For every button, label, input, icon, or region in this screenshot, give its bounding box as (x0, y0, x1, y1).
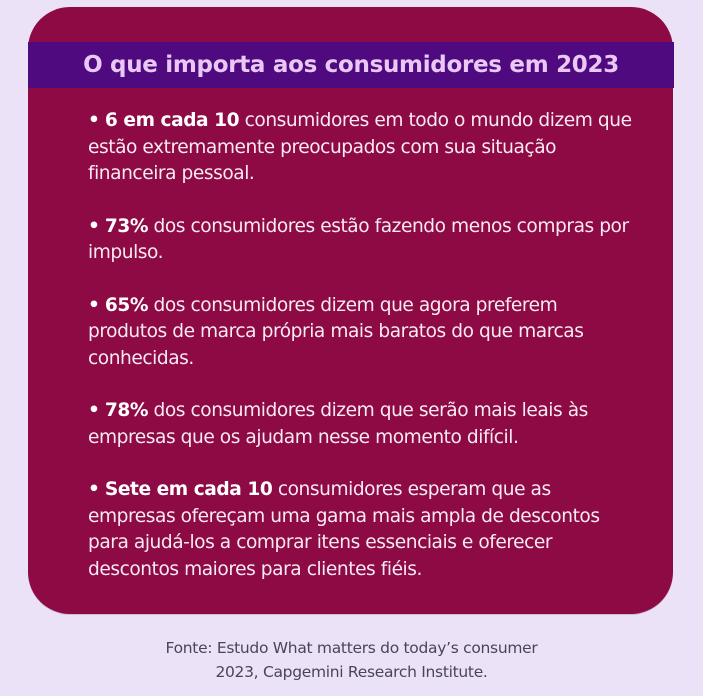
bullet-list: • 6 em cada 10 consumidores em todo o mu… (88, 108, 633, 609)
bullet-item: • 6 em cada 10 consumidores em todo o mu… (88, 108, 633, 188)
bullet-text: consumidores em todo o mundo dizem que e… (88, 110, 632, 184)
bullet-icon: • (88, 215, 100, 237)
bullet-text: consumidores esperam que as empresas ofe… (88, 479, 600, 580)
bullet-highlight: 78% (104, 400, 149, 421)
bullet-highlight: 65% (104, 294, 149, 316)
source-footer: Fonte: Estudo What matters do today’s co… (0, 636, 703, 684)
bullet-icon: • (88, 110, 100, 131)
bullet-highlight: 6 em cada 10 (104, 110, 240, 131)
bullet-text: dos consumidores estão fazendo menos com… (88, 215, 629, 264)
bullet-item: • 65% dos consumidores dizem que agora p… (88, 293, 633, 373)
bullet-icon: • (88, 479, 100, 500)
bullet-item: • 78% dos consumidores dizem que serão m… (88, 398, 633, 451)
bullet-item: • Sete em cada 10 consumidores esperam q… (88, 477, 633, 583)
bullet-text: dos consumidores dizem que serão mais le… (88, 400, 588, 448)
bullet-text: dos consumidores dizem que agora prefere… (88, 294, 584, 369)
bullet-highlight: 73% (104, 215, 149, 237)
card-title: O que importa aos consumidores em 2023 (83, 52, 619, 78)
bullet-icon: • (88, 400, 100, 421)
title-banner: O que importa aos consumidores em 2023 (28, 42, 674, 88)
bullet-icon: • (88, 294, 100, 316)
bullet-highlight: Sete em cada 10 (104, 479, 273, 500)
bullet-item: • 73% dos consumidores estão fazendo men… (88, 214, 633, 267)
source-line-2: 2023, Capgemini Research Institute. (215, 663, 488, 681)
source-line-1: Fonte: Estudo What matters do today’s co… (165, 639, 538, 657)
infographic-card (28, 7, 673, 614)
